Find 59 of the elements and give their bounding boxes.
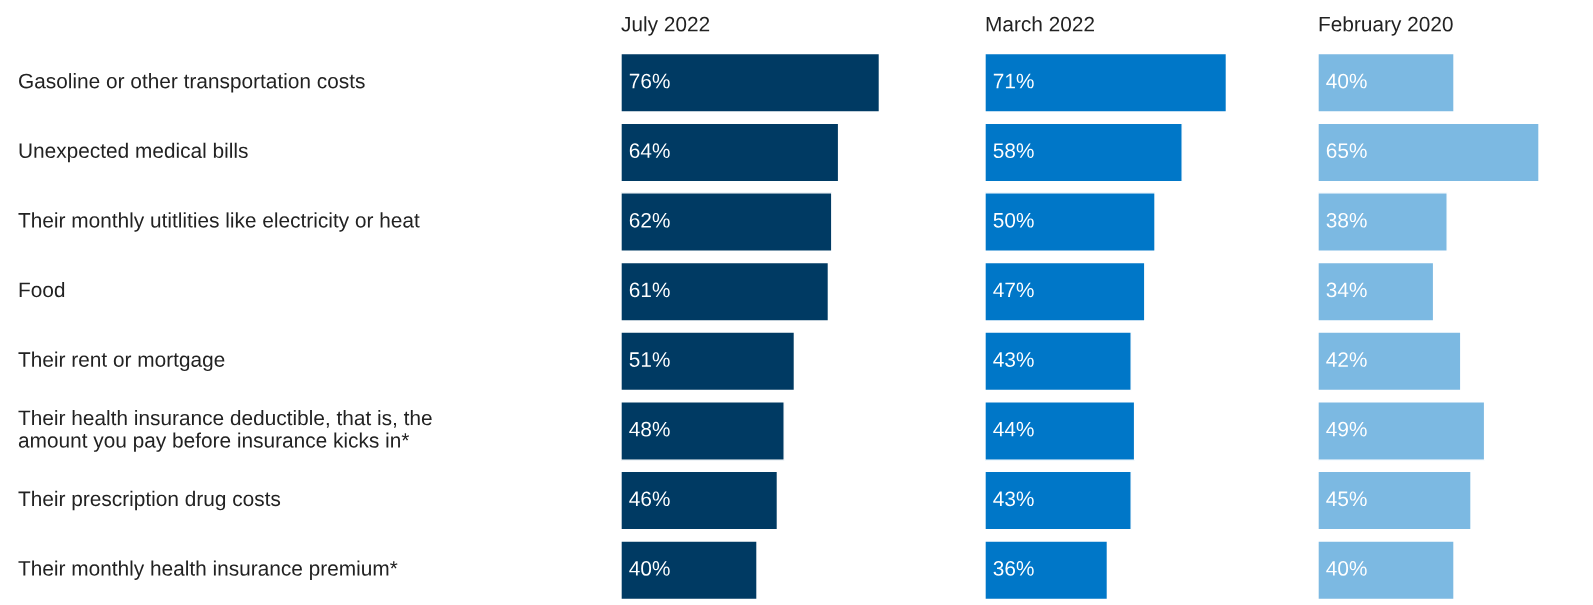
bar: [621, 261, 830, 322]
bar: [621, 331, 796, 392]
bar: [621, 540, 758, 601]
bar: [621, 52, 881, 113]
data-label: 48%: [629, 421, 670, 437]
data-label: 61%: [629, 282, 670, 298]
bar: [621, 122, 840, 183]
bar: [1318, 192, 1448, 252]
bar: [985, 122, 1183, 183]
bar: [985, 331, 1132, 392]
y-tick-label: Food: [19, 281, 65, 298]
y-tick-label: Gasoline or other transportation costs: [19, 73, 365, 93]
y-tick-label: Their rent or mortgage: [18, 351, 225, 372]
data-label: 42%: [1326, 352, 1367, 367]
data-label: 45%: [1326, 491, 1367, 507]
bar: [985, 400, 1136, 461]
data-label: 58%: [993, 143, 1034, 159]
data-label: 43%: [993, 491, 1034, 507]
bar: [1318, 261, 1435, 322]
data-label: 34%: [1326, 282, 1367, 298]
data-label: 76%: [629, 73, 670, 89]
bar: [1318, 52, 1455, 113]
bar: [985, 540, 1109, 601]
data-label: 40%: [629, 561, 670, 576]
bar: [985, 470, 1132, 531]
data-label: 40%: [1326, 561, 1367, 576]
data-label: 64%: [629, 143, 670, 159]
y-tick-label: Their monthly utitlities like electricity or heat: [18, 212, 420, 232]
chart-title: March 2022: [986, 16, 1094, 32]
bar: [985, 52, 1228, 113]
bar: [621, 400, 785, 461]
data-label: 71%: [993, 73, 1034, 89]
bar: [985, 192, 1156, 252]
chart-title: February 2020: [1319, 16, 1453, 36]
data-label: 43%: [993, 352, 1034, 367]
y-tick-label: Their health insurance deductible, that is, the amount you pay before insurance kicks in*: [18, 410, 432, 452]
bar: [1318, 400, 1486, 461]
data-label: 47%: [993, 282, 1034, 298]
data-label: 38%: [1326, 212, 1367, 228]
chart-title: July 2022: [621, 16, 710, 36]
data-label: 40%: [1326, 73, 1367, 89]
bar: [621, 192, 833, 252]
data-label: 65%: [1326, 143, 1367, 159]
data-label: 62%: [629, 212, 670, 228]
data-label: 49%: [1326, 421, 1367, 437]
y-tick-label: Unexpected medical bills: [19, 142, 248, 163]
data-label: 50%: [993, 212, 1034, 228]
bar: [1318, 470, 1472, 531]
bar: [1318, 331, 1462, 392]
data-label: 36%: [993, 561, 1034, 576]
data-label: 51%: [629, 352, 670, 367]
y-tick-label: Their prescription drug costs: [18, 490, 281, 511]
bar: [1318, 122, 1540, 183]
y-tick-label: Their monthly health insurance premium*: [18, 560, 398, 580]
bar: [1318, 540, 1455, 601]
bar: [621, 470, 779, 531]
data-label: 44%: [993, 421, 1034, 437]
bar: [985, 261, 1146, 322]
data-label: 46%: [629, 491, 670, 507]
